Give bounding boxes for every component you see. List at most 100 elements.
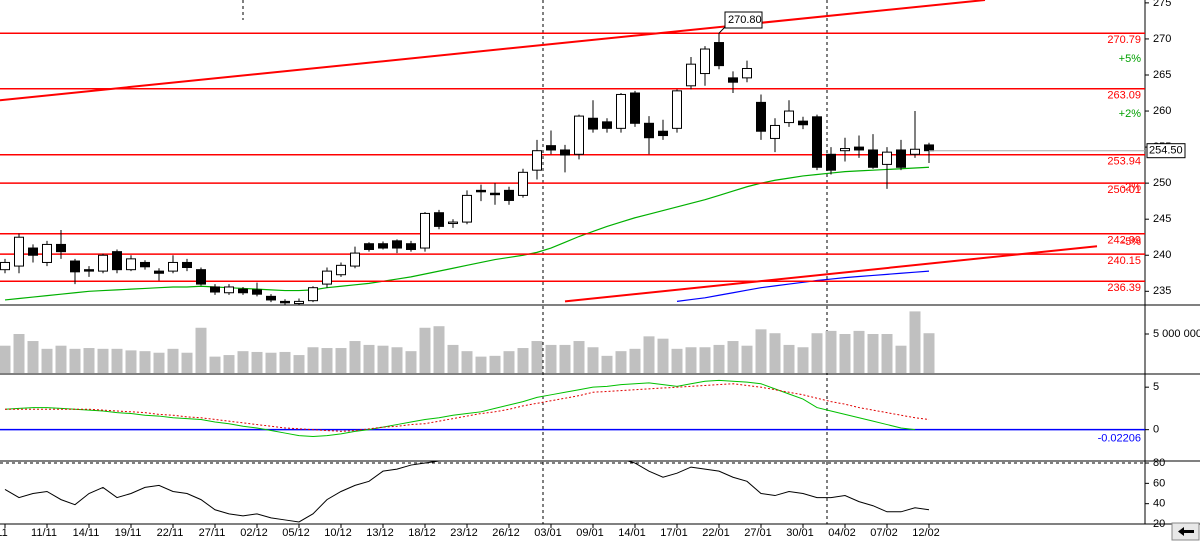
candle-body bbox=[560, 149, 570, 156]
y-tick-label: 260 bbox=[1153, 105, 1171, 117]
candle-body bbox=[0, 261, 10, 271]
volume-bar bbox=[293, 355, 305, 373]
x-tick-label: 26/12 bbox=[492, 527, 520, 539]
candle-body bbox=[490, 192, 500, 196]
volume-bar bbox=[335, 348, 347, 373]
candle-body bbox=[826, 153, 836, 171]
candle-body bbox=[714, 42, 724, 67]
volume-bar bbox=[125, 350, 137, 373]
scroll-button[interactable] bbox=[1171, 522, 1200, 541]
candle-body bbox=[840, 148, 850, 152]
candle-body bbox=[364, 243, 374, 250]
volume-bar bbox=[923, 333, 935, 373]
volume-bar bbox=[531, 341, 543, 373]
moving-average bbox=[676, 270, 930, 302]
y-tick-label: 270 bbox=[1153, 33, 1171, 45]
volume-bar bbox=[167, 348, 179, 373]
candle-body bbox=[616, 93, 626, 129]
volume-bar bbox=[153, 352, 165, 373]
candle-body bbox=[196, 269, 206, 285]
volume-bar bbox=[685, 347, 697, 373]
trend-line bbox=[564, 245, 1098, 303]
volume-bar bbox=[195, 327, 207, 373]
x-tick-label: 11/11 bbox=[31, 527, 57, 539]
x-tick-label: 18/12 bbox=[408, 527, 436, 539]
candle-body bbox=[882, 151, 892, 165]
candle-body bbox=[224, 286, 234, 294]
volume-bar bbox=[559, 344, 571, 373]
candle-body bbox=[476, 189, 486, 193]
volume-bar bbox=[27, 341, 39, 373]
last-value-label: -0.02206 bbox=[1098, 433, 1141, 445]
arrow-icon[interactable] bbox=[1178, 527, 1194, 536]
candle-body bbox=[532, 150, 542, 171]
volume-bar bbox=[321, 348, 333, 373]
candle-body bbox=[868, 149, 878, 168]
y-tick-label: 0 bbox=[1153, 424, 1159, 436]
moving-average bbox=[4, 166, 930, 301]
volume-bar bbox=[55, 345, 67, 373]
y-tick-label: 40 bbox=[1153, 498, 1165, 510]
x-tick-label: 04/02 bbox=[828, 527, 856, 539]
candle-body bbox=[112, 251, 122, 271]
volume-bar bbox=[797, 347, 809, 373]
level-label: 242.99 bbox=[1107, 235, 1141, 247]
candle-body bbox=[784, 110, 794, 124]
x-tick-label: 30/01 bbox=[786, 527, 814, 539]
panel bbox=[0, 379, 1145, 437]
volume-bar bbox=[657, 338, 669, 373]
volume-bar bbox=[83, 348, 95, 373]
candle-body bbox=[770, 124, 780, 139]
last-price-box bbox=[1146, 143, 1186, 159]
y-tick-label: 5 bbox=[1153, 381, 1159, 393]
candle-body bbox=[252, 289, 262, 295]
panel bbox=[0, 461, 1145, 523]
x-tick-label: 10/12 bbox=[324, 527, 352, 539]
x-tick-label: 03/01 bbox=[534, 527, 562, 539]
volume-bar bbox=[671, 348, 683, 373]
candle-body bbox=[546, 145, 556, 151]
volume-bar bbox=[307, 347, 319, 373]
volume-bar bbox=[825, 330, 837, 373]
candle-body bbox=[84, 269, 94, 272]
volume-bar bbox=[279, 351, 291, 373]
x-tick-label: 23/12 bbox=[450, 527, 478, 539]
x-tick-label: 12/02 bbox=[912, 527, 940, 539]
last-price-label: 254.50 bbox=[1149, 145, 1183, 157]
volume-bar bbox=[811, 333, 823, 373]
candle-body bbox=[630, 92, 640, 124]
x-tick-label: 02/12 bbox=[240, 527, 268, 539]
indicator-line bbox=[4, 379, 916, 437]
y-tick-label: 275 bbox=[1153, 0, 1171, 9]
volume-bar bbox=[503, 351, 515, 373]
volume-bar bbox=[615, 351, 627, 373]
candle-body bbox=[700, 48, 710, 75]
y-tick-label: 250 bbox=[1153, 177, 1171, 189]
volume-bar bbox=[895, 345, 907, 373]
x-tick-label: 27/11 bbox=[199, 527, 226, 539]
percent-mark: -5% bbox=[1121, 236, 1141, 248]
volume-bar bbox=[601, 355, 613, 373]
candle-body bbox=[280, 300, 290, 304]
volume-bar bbox=[181, 352, 193, 373]
y-tick-label: 20 bbox=[1153, 518, 1165, 530]
candle-body bbox=[168, 261, 178, 272]
candle-body bbox=[798, 120, 808, 126]
volume-bar bbox=[97, 348, 109, 373]
percent-mark: -2% bbox=[1121, 181, 1141, 193]
volume-bar bbox=[755, 329, 767, 373]
candle-body bbox=[308, 287, 318, 302]
volume-bar bbox=[447, 344, 459, 373]
candle-body bbox=[574, 115, 584, 155]
volume-bar bbox=[587, 347, 599, 373]
x-tick-label: 19/11 bbox=[115, 527, 142, 539]
volume-bar bbox=[69, 348, 81, 373]
candle-body bbox=[28, 247, 38, 256]
indicator-line bbox=[5, 383, 930, 432]
candle-body bbox=[210, 286, 220, 293]
volume-bar bbox=[223, 355, 235, 373]
volume-bar bbox=[489, 355, 501, 373]
y-tick-label: 245 bbox=[1153, 213, 1171, 225]
